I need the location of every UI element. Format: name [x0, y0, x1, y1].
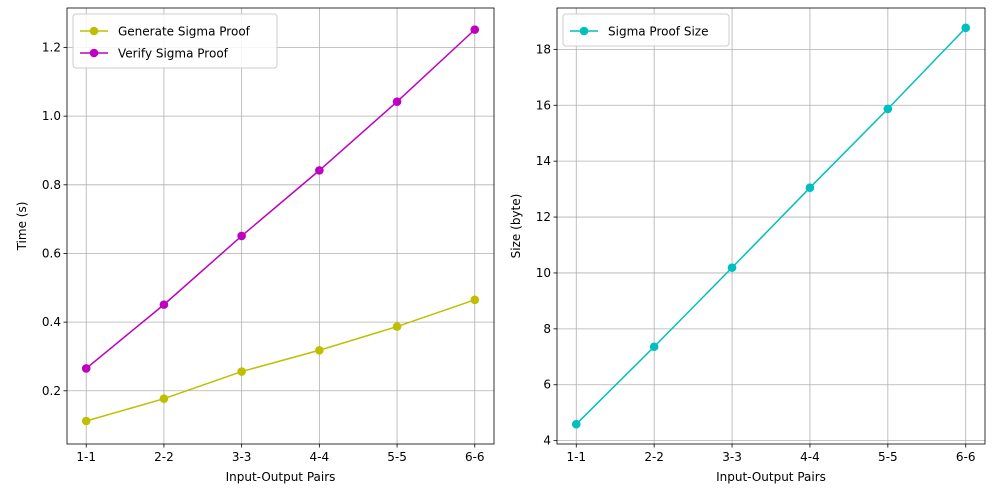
legend-swatch-marker [89, 48, 99, 58]
legend-box [562, 13, 730, 47]
y-axis-label: Time (s) [15, 202, 29, 252]
series-line-1 [86, 299, 476, 422]
x-tick-label: 4-4 [310, 450, 330, 464]
legend-label: Generate Sigma Proof [118, 25, 251, 39]
y-tick-label: 16 [536, 98, 551, 112]
data-point [315, 345, 324, 355]
y-tick-label: 10 [536, 266, 551, 280]
plot-area-frame [66, 7, 495, 445]
series-line-1 [575, 27, 967, 425]
series-line-2 [85, 29, 476, 370]
data-point [805, 183, 815, 193]
x-tick-label: 5-5 [878, 450, 898, 464]
y-tick-label: 0.2 [42, 384, 61, 398]
x-tick-label: 3-3 [232, 450, 252, 464]
data-point [470, 25, 480, 34]
x-tick-label: 1-1 [566, 450, 586, 464]
data-point [81, 364, 91, 373]
data-point [237, 231, 246, 241]
legend-swatch-marker [89, 26, 99, 36]
data-point [470, 295, 480, 305]
data-point [81, 416, 91, 426]
x-tick-label: 1-1 [76, 450, 96, 464]
x-tick-label: 6-6 [465, 450, 485, 464]
y-tick-label: 6 [543, 378, 551, 392]
y-tick-label: 0.8 [42, 178, 61, 192]
x-tick-label: 3-3 [722, 450, 742, 464]
y-tick-label: 12 [536, 210, 551, 224]
data-point [961, 23, 971, 33]
data-point [727, 263, 737, 272]
legend-box [72, 13, 278, 69]
data-point [392, 322, 402, 331]
x-tick-label: 6-6 [956, 450, 976, 464]
x-axis-label: Input-Output Pairs [716, 470, 826, 484]
chart-panel-1: 1-1 2-2 3-3 4-4 5-5 6-6 0.2 0.4 0.6 0.8 1.0 1.2 Inpu… [15, 7, 495, 484]
legend: Generate Sigma Proof Verify Sigma Proof [72, 13, 278, 69]
y-tick-label: 14 [536, 154, 551, 168]
y-tick-label: 1.0 [42, 109, 61, 123]
legend-label: Verify Sigma Proof [118, 47, 229, 61]
data-point [392, 97, 402, 107]
y-tick-label: 8 [543, 322, 551, 336]
x-axis-label: Input-Output Pairs [226, 470, 336, 484]
legend: Sigma Proof Size [562, 13, 730, 47]
y-tick-label: 18 [536, 42, 551, 56]
y-tick-label: 1.2 [42, 40, 61, 54]
data-point [883, 104, 893, 114]
y-axis-label: Size (byte) [509, 194, 523, 259]
data-point [159, 300, 169, 309]
x-tick-label: 5-5 [387, 450, 407, 464]
data-point [649, 342, 659, 352]
data-point [159, 394, 169, 403]
y-tick-label: 4 [543, 434, 551, 448]
y-tick-label: 0.4 [42, 315, 61, 329]
y-tick-label: 0.6 [42, 246, 61, 260]
x-tick-label: 2-2 [644, 450, 664, 464]
data-point [571, 419, 581, 429]
legend-label: Sigma Proof Size [608, 25, 708, 39]
x-tick-label: 4-4 [800, 450, 820, 464]
plot-area-frame [556, 7, 986, 445]
data-point [237, 367, 246, 376]
data-point [315, 166, 324, 175]
legend-swatch-marker [579, 26, 589, 36]
chart-panel-2: 1-1 2-2 3-3 4-4 5-5 6-6 4 6 8 10 12 14 16 18 Input-Out… [509, 7, 986, 484]
x-tick-label: 2-2 [154, 450, 174, 464]
